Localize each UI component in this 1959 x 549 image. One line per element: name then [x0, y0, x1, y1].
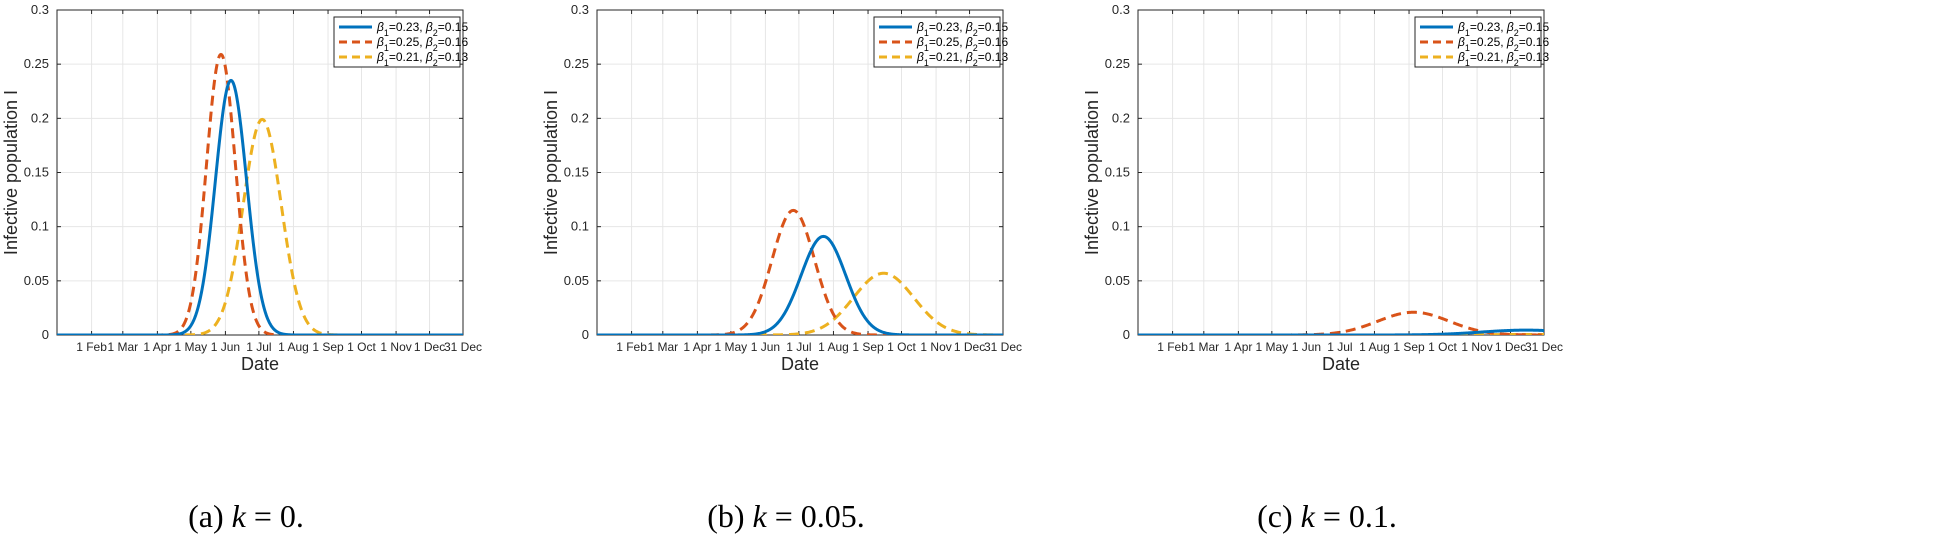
legend-entry-2: β1=0.25, β2=0.16	[1457, 35, 1549, 53]
legend-entry-3: β1=0.21, β2=0.13	[376, 50, 468, 68]
y-tick-label: 0.05	[24, 273, 49, 288]
x-tick-label: 1 Jul	[1327, 340, 1352, 354]
x-tick-label: 1 Nov	[1461, 340, 1492, 354]
series-group	[57, 52, 463, 335]
x-tick-label: 1 Mar	[107, 340, 138, 354]
chart-panel-2: 0 0.05 0.1 0.15 0.2 0.25 0.3 1 Feb 1 Mar 1 Apr 1 M…	[541, 2, 1022, 534]
x-tick-label: 1 Jun	[211, 340, 240, 354]
x-tick-label: 1 Feb	[1157, 340, 1188, 354]
legend-entry-1: β1=0.23, β2=0.15	[916, 20, 1008, 38]
y-tick-label: 0.1	[31, 219, 49, 234]
x-tick-label: 1 Dec	[414, 340, 445, 354]
x-tick-label: 31 Dec	[984, 340, 1022, 354]
legend-entry-1: β1=0.23, β2=0.15	[1457, 20, 1549, 38]
y-tick-label: 0.15	[24, 165, 49, 180]
axes-box	[56, 9, 464, 336]
series-line-1	[1138, 328, 1544, 335]
chart-panel-1: 0 0.05 0.1 0.15 0.2 0.25 0.3 1 Feb 1 Mar 1 Apr 1 M…	[1, 2, 482, 534]
x-tick-label: 1 Nov	[380, 340, 411, 354]
y-tick-label: 0.15	[1105, 165, 1130, 180]
legend-entry-3: β1=0.21, β2=0.13	[916, 50, 1008, 68]
x-tick-label: 1 Apr	[683, 340, 711, 354]
x-axis-label: Date	[781, 354, 819, 374]
x-tick-label: 1 Jul	[246, 340, 271, 354]
chart-panel-3: 0 0.05 0.1 0.15 0.2 0.25 0.3 1 Feb 1 Mar 1 Apr 1 M…	[1082, 2, 1563, 534]
y-axis-label: Infective population I	[541, 90, 561, 255]
panel-caption: (a) k = 0.	[188, 498, 304, 534]
x-tick-label: 1 May	[175, 340, 208, 354]
x-tick-label: 1 Apr	[143, 340, 171, 354]
x-tick-label: 1 Aug	[1359, 340, 1390, 354]
legend-entry-3: β1=0.21, β2=0.13	[1457, 50, 1549, 68]
y-tick-label: 0	[42, 327, 49, 342]
y-tick-label: 0.1	[1112, 219, 1130, 234]
y-axis-label: Infective population I	[1, 90, 21, 255]
series-group	[1138, 310, 1544, 335]
series-group	[597, 208, 1003, 335]
y-tick-label: 0.3	[31, 2, 49, 17]
x-tick-label: 1 Sep	[852, 340, 884, 354]
y-tick-label: 0.2	[1112, 110, 1130, 125]
y-tick-label: 0.25	[24, 56, 49, 71]
x-tick-label: 1 Jul	[786, 340, 811, 354]
x-tick-label: 31 Dec	[1525, 340, 1563, 354]
y-tick-label: 0.3	[571, 2, 589, 17]
x-tick-label: 1 Aug	[278, 340, 309, 354]
x-tick-label: 1 Apr	[1224, 340, 1252, 354]
y-tick-label: 0	[1123, 327, 1130, 342]
x-tick-label: 1 Oct	[1428, 340, 1457, 354]
legend-entry-1: β1=0.23, β2=0.15	[376, 20, 468, 38]
x-tick-label: 1 Sep	[312, 340, 344, 354]
x-tick-label: 1 Feb	[616, 340, 647, 354]
x-tick-label: 1 Jun	[751, 340, 780, 354]
y-tick-label: 0.2	[571, 110, 589, 125]
panel-caption: (c) k = 0.1.	[1257, 498, 1397, 534]
x-tick-label: 31 Dec	[444, 340, 482, 354]
x-tick-label: 1 Oct	[347, 340, 376, 354]
x-axis-label: Date	[241, 354, 279, 374]
series-line-1	[57, 78, 463, 335]
series-line-1	[597, 234, 1003, 335]
x-tick-label: 1 Nov	[920, 340, 951, 354]
y-tick-label: 0	[582, 327, 589, 342]
legend-entry-2: β1=0.25, β2=0.16	[916, 35, 1008, 53]
legend-entry-2: β1=0.25, β2=0.16	[376, 35, 468, 53]
y-tick-label: 0.1	[571, 219, 589, 234]
series-line-2	[1138, 310, 1544, 335]
panel-caption: (b) k = 0.05.	[707, 498, 865, 534]
y-tick-label: 0.15	[564, 165, 589, 180]
y-tick-label: 0.05	[1105, 273, 1130, 288]
x-tick-label: 1 Mar	[1188, 340, 1219, 354]
x-tick-label: 1 Oct	[887, 340, 916, 354]
x-tick-label: 1 Feb	[76, 340, 107, 354]
x-tick-label: 1 Dec	[1495, 340, 1526, 354]
x-tick-label: 1 Jun	[1292, 340, 1321, 354]
x-tick-label: 1 Dec	[954, 340, 985, 354]
x-tick-label: 1 Sep	[1393, 340, 1425, 354]
x-tick-label: 1 Aug	[818, 340, 849, 354]
x-tick-label: 1 May	[715, 340, 748, 354]
x-tick-label: 1 May	[1256, 340, 1289, 354]
series-line-3	[57, 117, 463, 335]
x-axis-label: Date	[1322, 354, 1360, 374]
series-line-3	[1138, 332, 1544, 335]
y-axis-label: Infective population I	[1082, 90, 1102, 255]
y-tick-label: 0.2	[31, 110, 49, 125]
y-tick-label: 0.25	[564, 56, 589, 71]
axes-box	[596, 9, 1004, 336]
y-tick-label: 0.05	[564, 273, 589, 288]
y-tick-label: 0.3	[1112, 2, 1130, 17]
y-tick-label: 0.25	[1105, 56, 1130, 71]
x-tick-label: 1 Mar	[647, 340, 678, 354]
